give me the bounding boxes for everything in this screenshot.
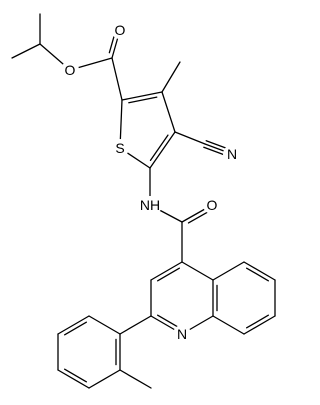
molecule-diagram: O O S N NH O N (11, 13, 276, 389)
bond (121, 91, 163, 101)
label-mask (173, 325, 191, 343)
bond (187, 210, 211, 224)
atom-label: O (207, 197, 218, 213)
bond (181, 261, 214, 281)
label-mask (111, 139, 129, 157)
label-mask (223, 145, 241, 163)
atom-label: N (177, 326, 187, 342)
bond (128, 96, 158, 104)
label-mask (203, 196, 221, 214)
bond (157, 314, 181, 329)
bond (111, 57, 123, 101)
bond (119, 369, 152, 389)
bond (243, 261, 276, 281)
bond (88, 369, 121, 389)
atom-label: NH (140, 197, 160, 213)
bond (149, 134, 169, 161)
bond (64, 368, 88, 383)
label-mask (111, 21, 129, 39)
bond (245, 314, 269, 329)
bond (57, 369, 90, 389)
label-mask (61, 61, 79, 79)
atom-label: N (227, 146, 237, 162)
bond (157, 267, 181, 282)
bond (161, 61, 181, 93)
bond (243, 315, 276, 335)
bond (119, 315, 152, 335)
bond (245, 267, 269, 282)
bond (11, 43, 41, 59)
bond (161, 91, 176, 133)
bond (88, 315, 121, 335)
atom-label: O (65, 62, 76, 78)
bond (64, 321, 88, 336)
label-mask (137, 196, 163, 214)
bond (174, 131, 206, 145)
bond (150, 261, 183, 281)
atom-label: O (115, 22, 126, 38)
bond (212, 315, 245, 335)
bond (57, 315, 90, 335)
atom-label: S (115, 140, 124, 156)
bond (212, 261, 245, 281)
bond (149, 131, 176, 169)
